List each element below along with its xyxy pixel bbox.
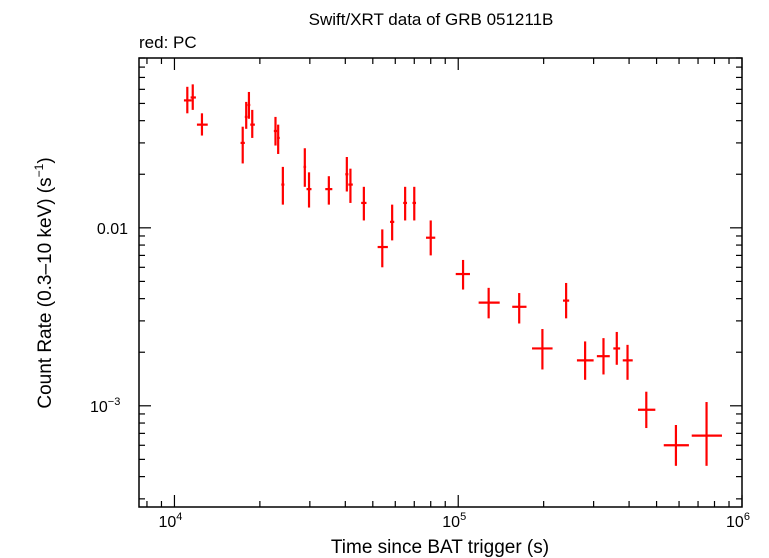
x-tick-label: 104 <box>158 511 182 531</box>
x-tick-exponent: 5 <box>460 511 466 523</box>
x-tick-label: 105 <box>442 511 466 531</box>
data-point <box>348 168 353 203</box>
data-point <box>240 126 245 164</box>
data-point <box>190 84 196 110</box>
data-point <box>196 113 208 136</box>
data-point <box>273 116 278 146</box>
y-axis-label-close: ) <box>35 157 56 163</box>
data-point <box>512 293 527 324</box>
x-axis-label: Time since BAT trigger (s) <box>331 537 549 558</box>
data-point <box>277 124 280 154</box>
data-point <box>345 157 349 192</box>
data-point <box>613 331 621 365</box>
data-point <box>596 338 610 375</box>
x-tick-exponent: 6 <box>744 511 750 523</box>
data-points <box>183 84 722 466</box>
data-point <box>306 172 312 208</box>
data-point <box>563 282 570 319</box>
x-tick-exponent: 4 <box>176 511 182 523</box>
y-tick-label: 0.01 <box>97 221 128 238</box>
data-point <box>281 166 285 205</box>
data-point <box>403 186 408 221</box>
y-tick-exponent: −3 <box>108 396 121 408</box>
data-point <box>244 101 248 129</box>
chart-title: Swift/XRT data of GRB 051211B <box>309 10 554 29</box>
axis-ticks <box>139 57 743 507</box>
x-tick-base: 10 <box>726 514 744 531</box>
y-tick-label: 10−3 <box>90 396 120 416</box>
data-point <box>303 148 307 187</box>
data-point <box>455 259 470 290</box>
data-point <box>478 287 500 319</box>
data-point <box>183 86 192 114</box>
y-axis-label-text: Count Rate (0.3–10 keV) (s <box>35 177 56 408</box>
data-point <box>532 329 553 370</box>
data-point <box>377 229 388 268</box>
data-point <box>390 204 395 241</box>
data-point <box>622 344 633 380</box>
x-tick-base: 10 <box>442 514 460 531</box>
data-point <box>412 186 417 221</box>
y-axis-label: Count Rate (0.3–10 keV) (s−1) <box>32 157 56 408</box>
y-tick-base: 10 <box>90 399 108 416</box>
data-point <box>637 391 656 429</box>
y-axis-label-exponent: −1 <box>32 163 46 177</box>
data-point <box>576 341 594 380</box>
data-point <box>663 425 689 466</box>
data-point <box>691 402 722 466</box>
data-point <box>247 91 251 119</box>
chart-subtitle: red: PC <box>139 33 197 52</box>
data-point <box>426 220 436 256</box>
data-point <box>250 109 255 138</box>
plot-frame <box>138 57 743 508</box>
x-tick-label: 106 <box>726 511 750 531</box>
data-point <box>361 186 367 221</box>
data-point <box>325 176 333 205</box>
x-tick-base: 10 <box>158 514 176 531</box>
